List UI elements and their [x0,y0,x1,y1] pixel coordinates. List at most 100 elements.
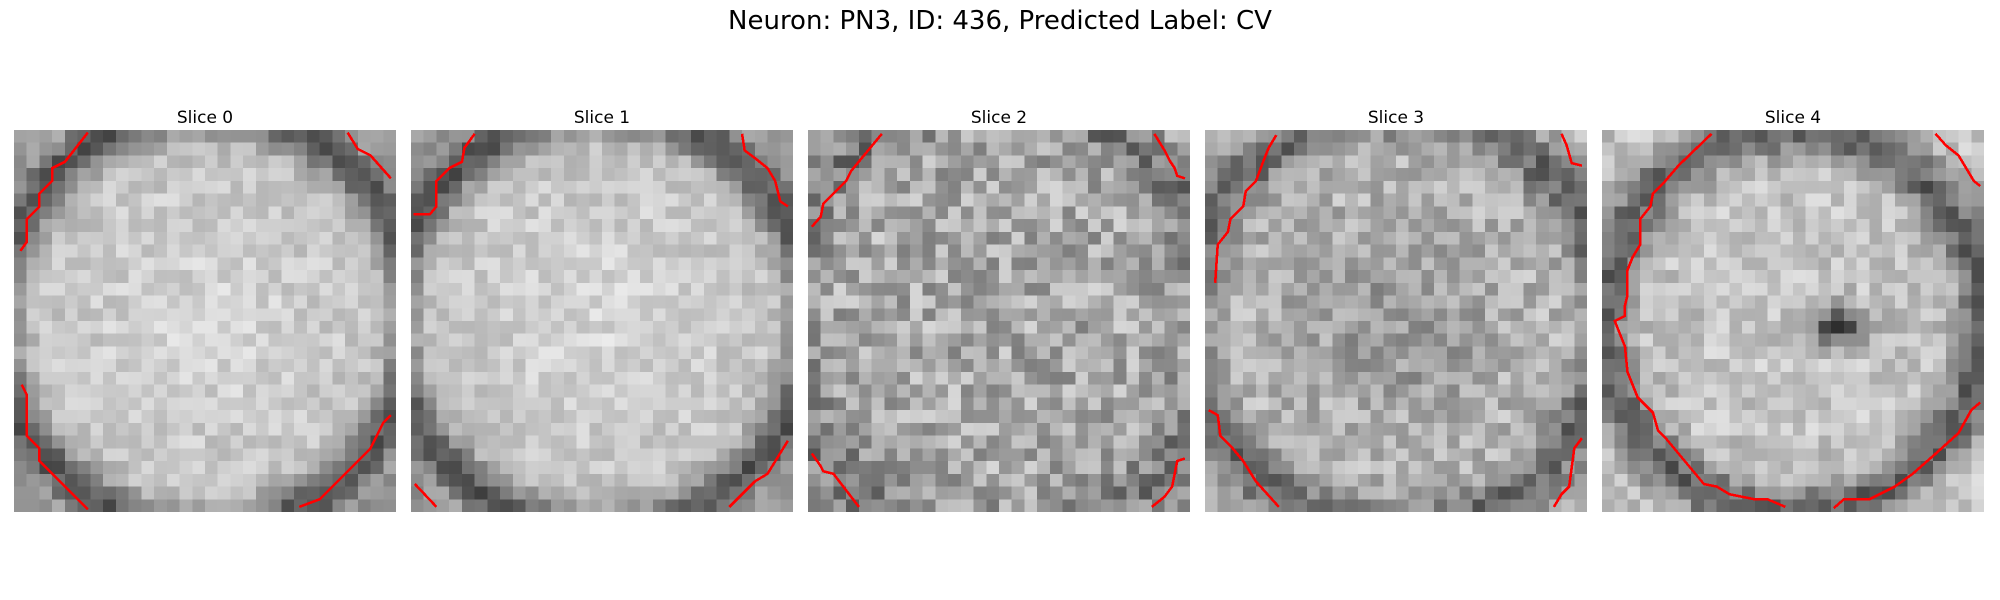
pixel [332,384,346,398]
pixel [576,257,590,271]
pixel [306,130,320,143]
pixel [1037,180,1051,194]
pixel [1177,397,1190,411]
pixel [538,244,552,258]
pixel [576,410,590,424]
pixel [1243,384,1257,398]
pixel [652,359,666,373]
pixel [922,499,936,512]
pixel [230,206,244,220]
pixel [1652,244,1666,258]
pixel [1716,473,1730,487]
pixel [103,130,117,143]
pixel [1345,473,1359,487]
pixel [1421,473,1435,487]
pixel [26,282,40,296]
pixel [1294,422,1308,436]
pixel [858,371,872,385]
pixel [665,257,679,271]
pixel [243,295,257,309]
pixel [538,499,552,512]
pixel [217,473,231,487]
pixel [538,130,552,143]
pixel [64,142,78,156]
pixel [1113,410,1127,424]
pixel [1024,231,1038,245]
pixel [1805,168,1819,182]
pixel [1882,231,1896,245]
pixel [1062,371,1076,385]
pixel [345,448,359,462]
pixel [1062,282,1076,296]
pixel [1177,142,1190,156]
pixel [243,410,257,424]
pixel [999,308,1012,322]
pixel [1037,384,1051,398]
pixel [846,193,860,207]
pixel [383,486,396,500]
pixel [1164,244,1178,258]
pixel [1767,193,1781,207]
pixel [1088,410,1102,424]
pixel [1319,282,1333,296]
pixel [1742,473,1756,487]
pixel [780,384,793,398]
pixel [729,461,743,475]
pixel [1933,384,1947,398]
pixel [1485,486,1499,500]
pixel [90,155,104,169]
pixel [1742,180,1756,194]
pixel [205,461,218,475]
pixel [1126,397,1140,411]
pixel [383,371,396,385]
pixel [1548,486,1562,500]
pixel [1383,168,1397,182]
pixel [436,499,450,512]
pixel [808,130,821,143]
pixel [1383,155,1397,169]
pixel [1024,359,1038,373]
pixel [897,308,911,322]
pixel [294,461,308,475]
pixel [281,142,295,156]
pixel [1113,359,1127,373]
pixel [1472,142,1486,156]
pixel [1894,130,1908,143]
pixel [1151,270,1165,284]
pixel [474,486,488,500]
pixel [602,142,615,156]
pixel [115,461,129,475]
pixel [897,295,911,309]
pixel [627,473,641,487]
pixel [1729,231,1743,245]
pixel [922,180,936,194]
pixel [614,168,628,182]
pixel [1754,270,1768,284]
pixel [808,435,821,449]
pixel [1472,295,1486,309]
pixel [1217,244,1231,258]
pixel [1177,193,1190,207]
pixel [871,346,885,360]
pixel [230,473,244,487]
pixel [115,155,129,169]
pixel [1614,282,1628,296]
pixel [179,499,193,512]
pixel [1933,435,1947,449]
pixel [1614,244,1628,258]
pixel [1843,333,1857,347]
pixel [1294,244,1308,258]
pixel [742,333,756,347]
pixel [897,435,911,449]
pixel [909,359,923,373]
pixel [935,486,949,500]
pixel [306,168,320,182]
pixel [1510,435,1524,449]
pixel [1164,435,1178,449]
pixel [1831,435,1845,449]
pixel [1602,422,1615,436]
pixel [716,422,730,436]
pixel [205,270,218,284]
pixel [525,270,539,284]
pixel [1345,282,1359,296]
